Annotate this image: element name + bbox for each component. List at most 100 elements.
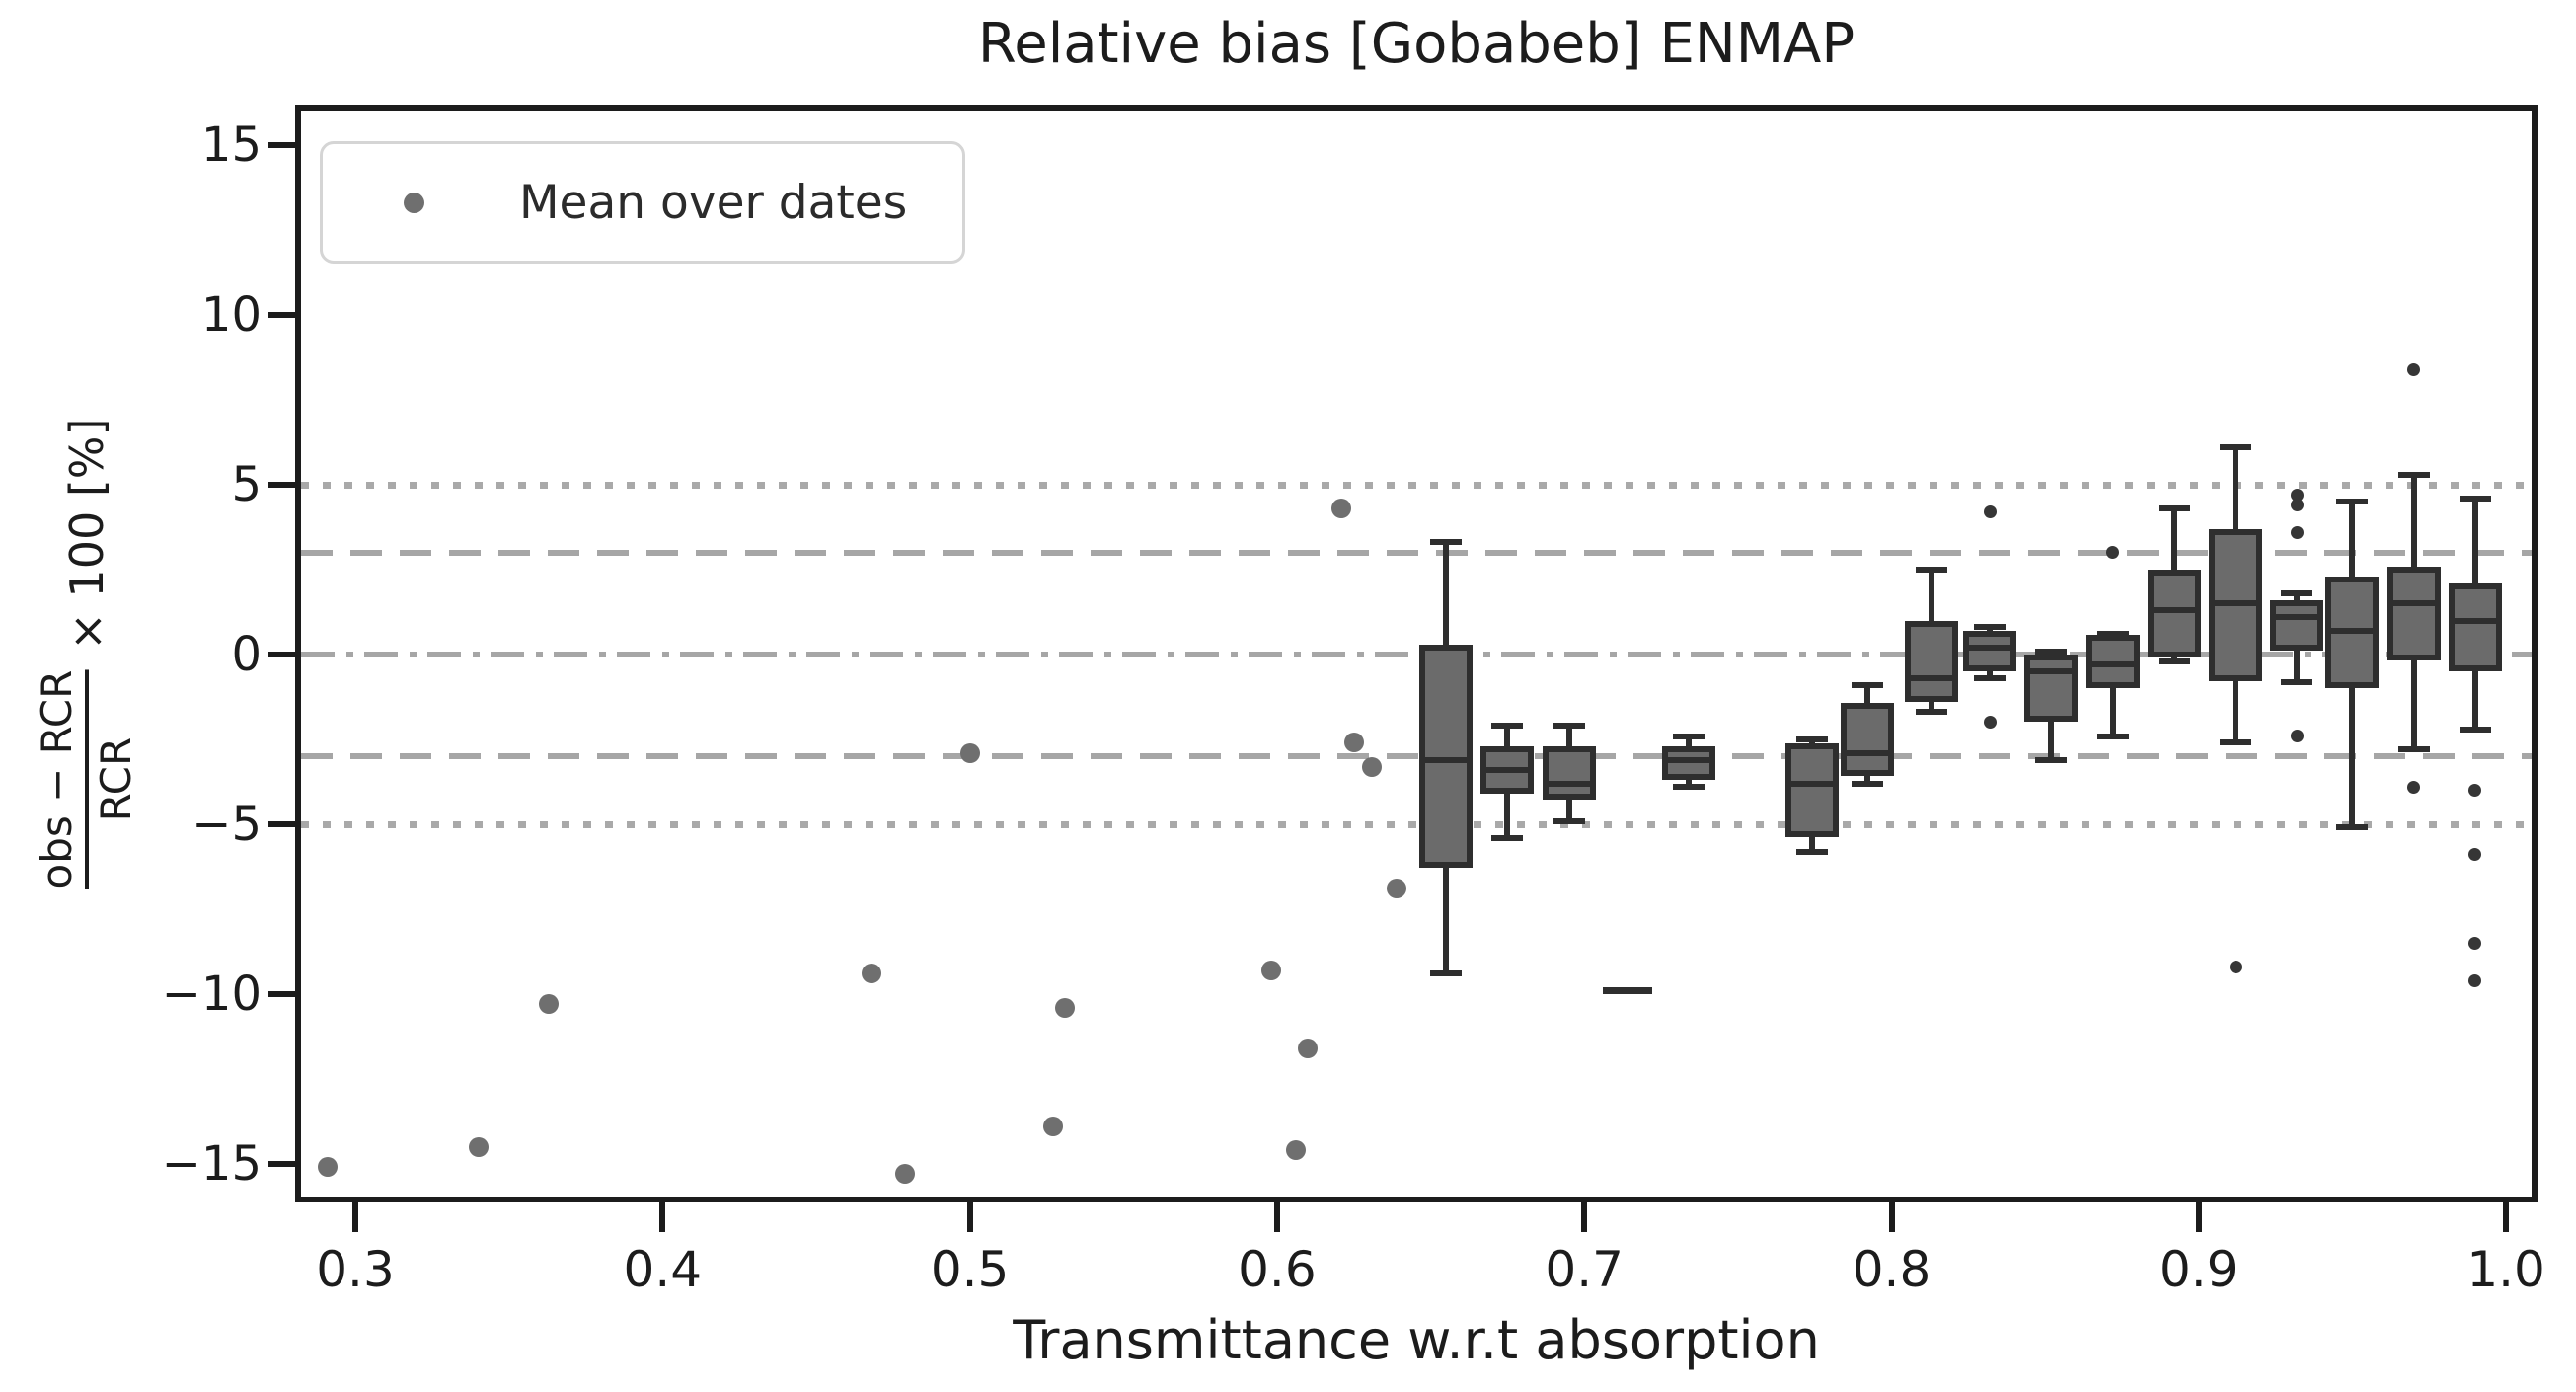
box-median-line	[2454, 617, 2496, 624]
box-median-line	[2276, 614, 2318, 621]
box-whisker-stem-upper	[2048, 651, 2055, 658]
box-whisker-cap-upper	[2281, 590, 2313, 597]
mean-dot	[317, 1157, 338, 1178]
x-tick-label: 0.5	[930, 1241, 1010, 1298]
box-whisker-stem-lower	[2294, 648, 2301, 682]
flier-dot	[1983, 716, 1997, 730]
box-whisker-cap-upper	[2035, 648, 2068, 655]
y-tick-mark	[268, 1161, 298, 1167]
box-rect	[1963, 631, 2017, 671]
mean-dot	[895, 1164, 916, 1185]
x-tick-label: 0.8	[1852, 1241, 1932, 1298]
x-tick-label: 0.3	[316, 1241, 395, 1298]
x-tick-label: 0.7	[1545, 1241, 1624, 1298]
box-whisker-cap-upper	[2220, 444, 2252, 451]
legend: Mean over dates	[320, 141, 965, 264]
box-whisker-stem-upper	[2471, 498, 2478, 587]
box-rect	[1542, 746, 1596, 801]
box-whisker-cap-lower	[1795, 848, 1828, 855]
plot-area: Mean over dates	[295, 105, 2538, 1202]
box-whisker-stem-lower	[2233, 678, 2239, 743]
box-rect	[2387, 567, 2441, 661]
box-whisker-stem-lower	[1987, 667, 1994, 679]
box-whisker-stem-lower	[1504, 790, 1511, 838]
fraction-bar	[85, 669, 89, 889]
mean-dot	[539, 994, 560, 1015]
box-median-line	[2091, 661, 2134, 668]
box-median-line	[2331, 627, 2374, 634]
flier-dot	[2290, 525, 2304, 539]
mean-dot	[959, 742, 980, 763]
y-tick-label: 15	[200, 117, 262, 173]
box-whisker-stem-lower	[1928, 698, 1934, 713]
box-whisker-cap-lower	[1851, 780, 1883, 787]
mean-dot	[1298, 1039, 1319, 1059]
mean-dot	[1285, 1140, 1306, 1161]
x-tick-mark	[2503, 1202, 2510, 1232]
box-median-line	[1790, 780, 1833, 787]
box-whisker-stem-upper	[2294, 593, 2301, 604]
box-whisker-stem-lower	[2170, 655, 2177, 661]
box-whisker-stem-upper	[1987, 627, 1994, 635]
reference-line-dotted-y5	[301, 482, 2532, 489]
box-median-line	[1486, 766, 1529, 773]
box-rect	[2448, 583, 2502, 671]
box-whisker-cap-lower	[2158, 657, 2190, 664]
box-whisker-stem-lower	[1808, 834, 1815, 852]
box-rect	[2147, 570, 2201, 657]
median-only-line	[1602, 987, 1652, 995]
mean-dot	[1042, 1117, 1063, 1137]
box-whisker-stem-upper	[2349, 502, 2356, 580]
box-whisker-stem-lower	[1863, 773, 1870, 784]
mean-dot	[1260, 960, 1281, 980]
x-axis-label: Transmittance w.r.t absorption	[1013, 1309, 1820, 1371]
box-whisker-cap-lower	[1974, 675, 2007, 682]
y-tick-label: 0	[231, 627, 262, 682]
box-whisker-stem-lower	[1565, 797, 1572, 821]
x-tick-mark	[966, 1202, 973, 1232]
mean-dot	[1343, 733, 1364, 753]
box-rect	[1904, 621, 1958, 702]
box-whisker-stem-lower	[2410, 657, 2417, 750]
y-tick-mark	[268, 482, 298, 488]
mean-dot	[861, 964, 881, 984]
y-tick-mark	[268, 821, 298, 827]
box-whisker-stem-upper	[2233, 447, 2239, 533]
box-whisker-cap-upper	[1974, 624, 2007, 631]
flier-dot	[2407, 780, 2421, 794]
box-whisker-stem-upper	[1686, 735, 1693, 750]
box-median-line	[2215, 600, 2257, 607]
box-whisker-cap-upper	[2096, 631, 2129, 638]
y-tick-label: −10	[161, 967, 262, 1022]
box-whisker-cap-upper	[1851, 681, 1883, 688]
flier-dot	[2290, 499, 2304, 512]
box-whisker-stem-lower	[1443, 865, 1450, 974]
box-whisker-stem-upper	[1565, 726, 1572, 750]
reference-line-dashdot-y0	[301, 652, 2532, 657]
x-tick-mark	[1888, 1202, 1895, 1232]
flier-dot	[2407, 362, 2421, 376]
flier-dot	[2290, 488, 2304, 502]
y-tick-label: 10	[200, 287, 262, 343]
y-tick-mark	[268, 652, 298, 657]
box-whisker-stem-lower	[2471, 667, 2478, 730]
flier-dot	[2290, 730, 2304, 743]
chart-title: Relative bias [Gobabeb] ENMAP	[977, 12, 1856, 76]
box-median-line	[1668, 756, 1710, 763]
box-whisker-cap-lower	[2220, 739, 2252, 746]
flier-dot	[1983, 505, 1997, 519]
box-whisker-cap-lower	[1673, 784, 1705, 791]
box-rect	[2085, 634, 2140, 688]
box-whisker-cap-lower	[2459, 726, 2491, 733]
mean-dot	[1387, 879, 1407, 899]
x-tick-mark	[659, 1202, 666, 1232]
box-whisker-cap-upper	[1491, 723, 1524, 730]
box-whisker-stem-upper	[1808, 739, 1815, 746]
legend-marker-dot	[404, 192, 424, 213]
mean-dot	[1331, 499, 1352, 519]
box-median-line	[2030, 668, 2073, 675]
box-median-line	[1910, 675, 1952, 682]
reference-line-dashed-y3	[301, 549, 2532, 556]
box-median-line	[1846, 749, 1888, 756]
